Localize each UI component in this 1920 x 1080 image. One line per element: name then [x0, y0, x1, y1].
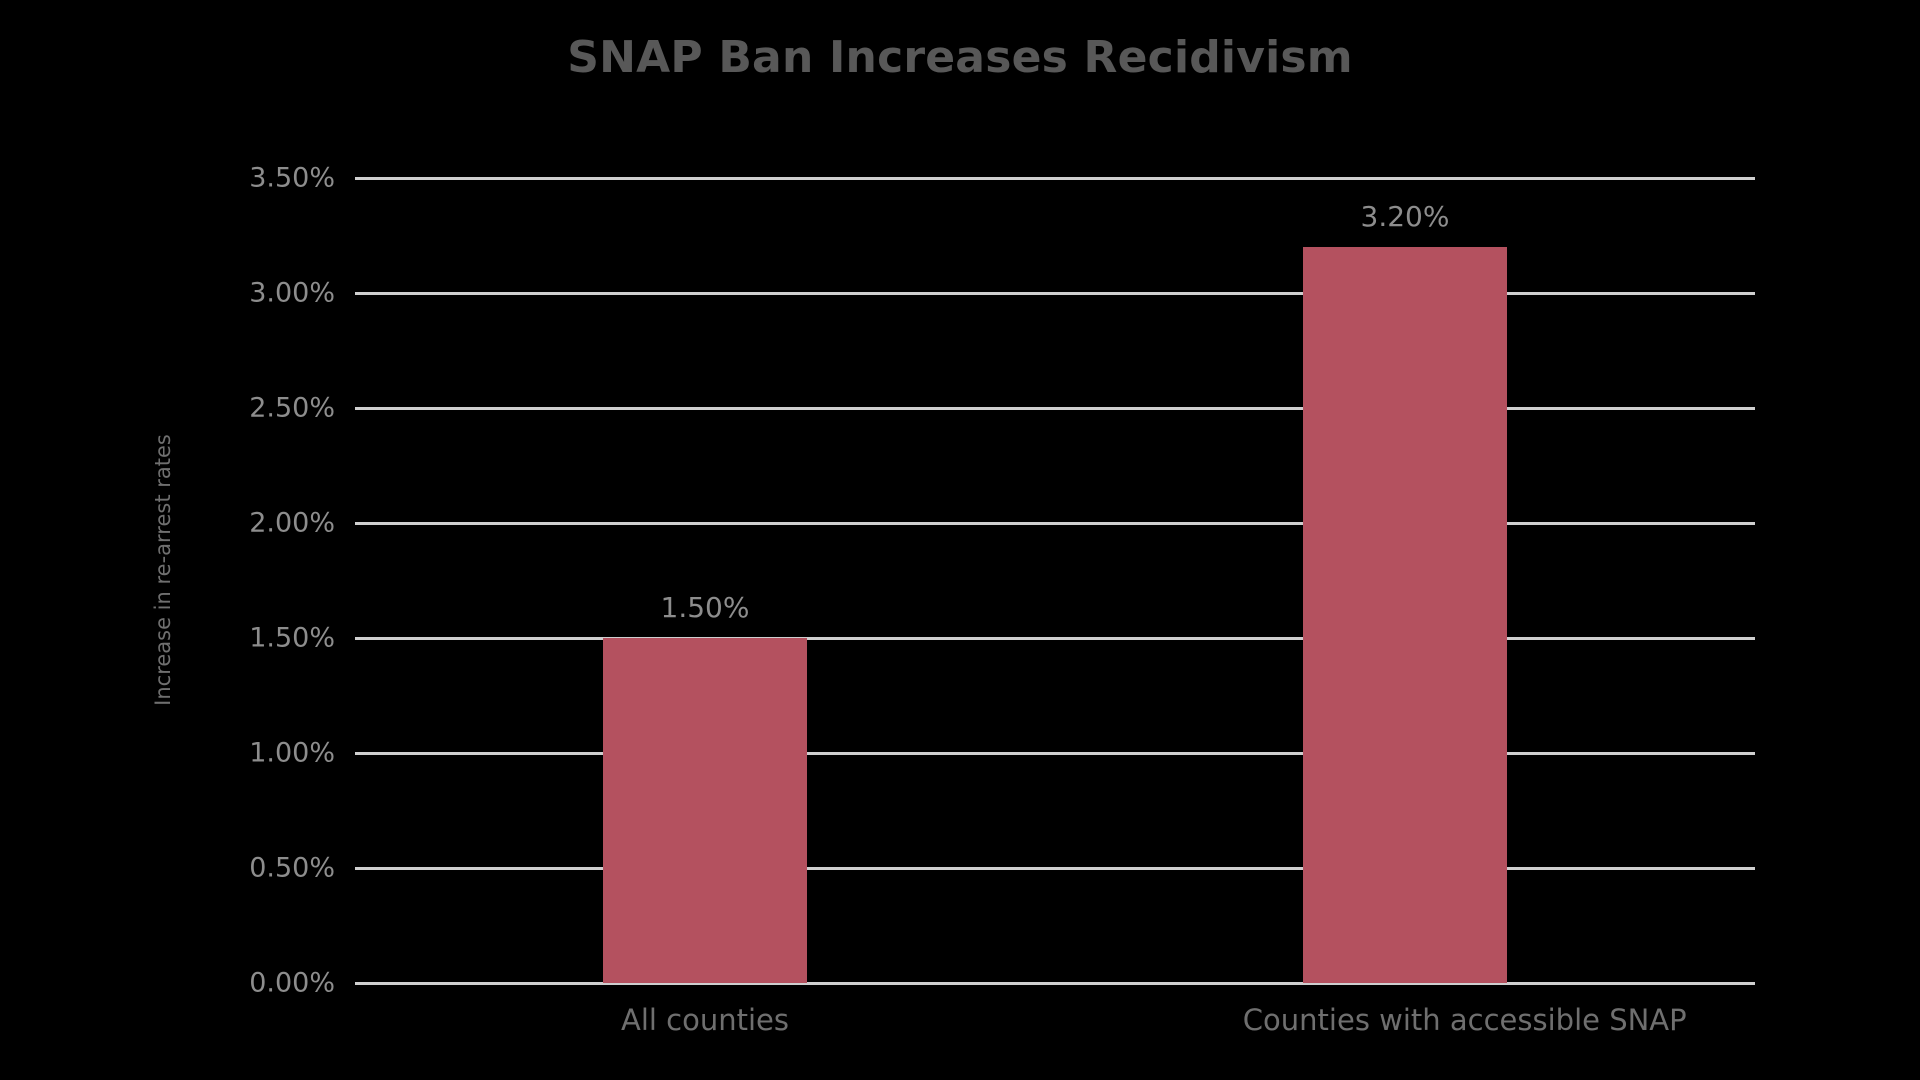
- gridline: [355, 636, 1755, 640]
- bar-group[interactable]: 1.50% All counties: [602, 178, 808, 1037]
- y-axis-tick-label: 1.00%: [249, 737, 335, 769]
- bar-value-label: 1.50%: [660, 591, 750, 624]
- bar-group[interactable]: 3.20% Counties with accessible SNAP: [1243, 178, 1687, 1037]
- gridline: [355, 521, 1755, 525]
- x-axis-category-label: All counties: [620, 1003, 789, 1037]
- gridline: [355, 406, 1755, 410]
- x-axis-category-label: Counties with accessible SNAP: [1242, 1003, 1687, 1037]
- gridline: [355, 981, 1755, 985]
- bar[interactable]: [1302, 247, 1508, 983]
- y-axis-tick-label: 1.50%: [249, 622, 335, 654]
- y-axis-title: Increase in re-arrest rates: [151, 434, 175, 706]
- gridline: [355, 866, 1755, 870]
- bar[interactable]: [602, 638, 808, 983]
- y-axis-tick-label: 2.50%: [249, 392, 335, 424]
- y-axis-tick-label: 3.50%: [249, 162, 335, 194]
- bar-value-label: 3.20%: [1360, 200, 1450, 233]
- y-axis-tick-label: 3.00%: [249, 277, 335, 309]
- y-axis-tick-label: 0.50%: [249, 852, 335, 884]
- y-axis-tick-label: 0.00%: [249, 967, 335, 999]
- y-axis-tick-label: 2.00%: [249, 507, 335, 539]
- chart-title: SNAP Ban Increases Recidivism: [567, 32, 1353, 83]
- plot-area: 0.00% 0.50% 1.00% 1.50% 2.00% 2.50% 3.00% 3.50%…: [249, 163, 1755, 1037]
- gridline: [355, 176, 1755, 180]
- gridline: [355, 751, 1755, 755]
- gridline: [355, 291, 1755, 295]
